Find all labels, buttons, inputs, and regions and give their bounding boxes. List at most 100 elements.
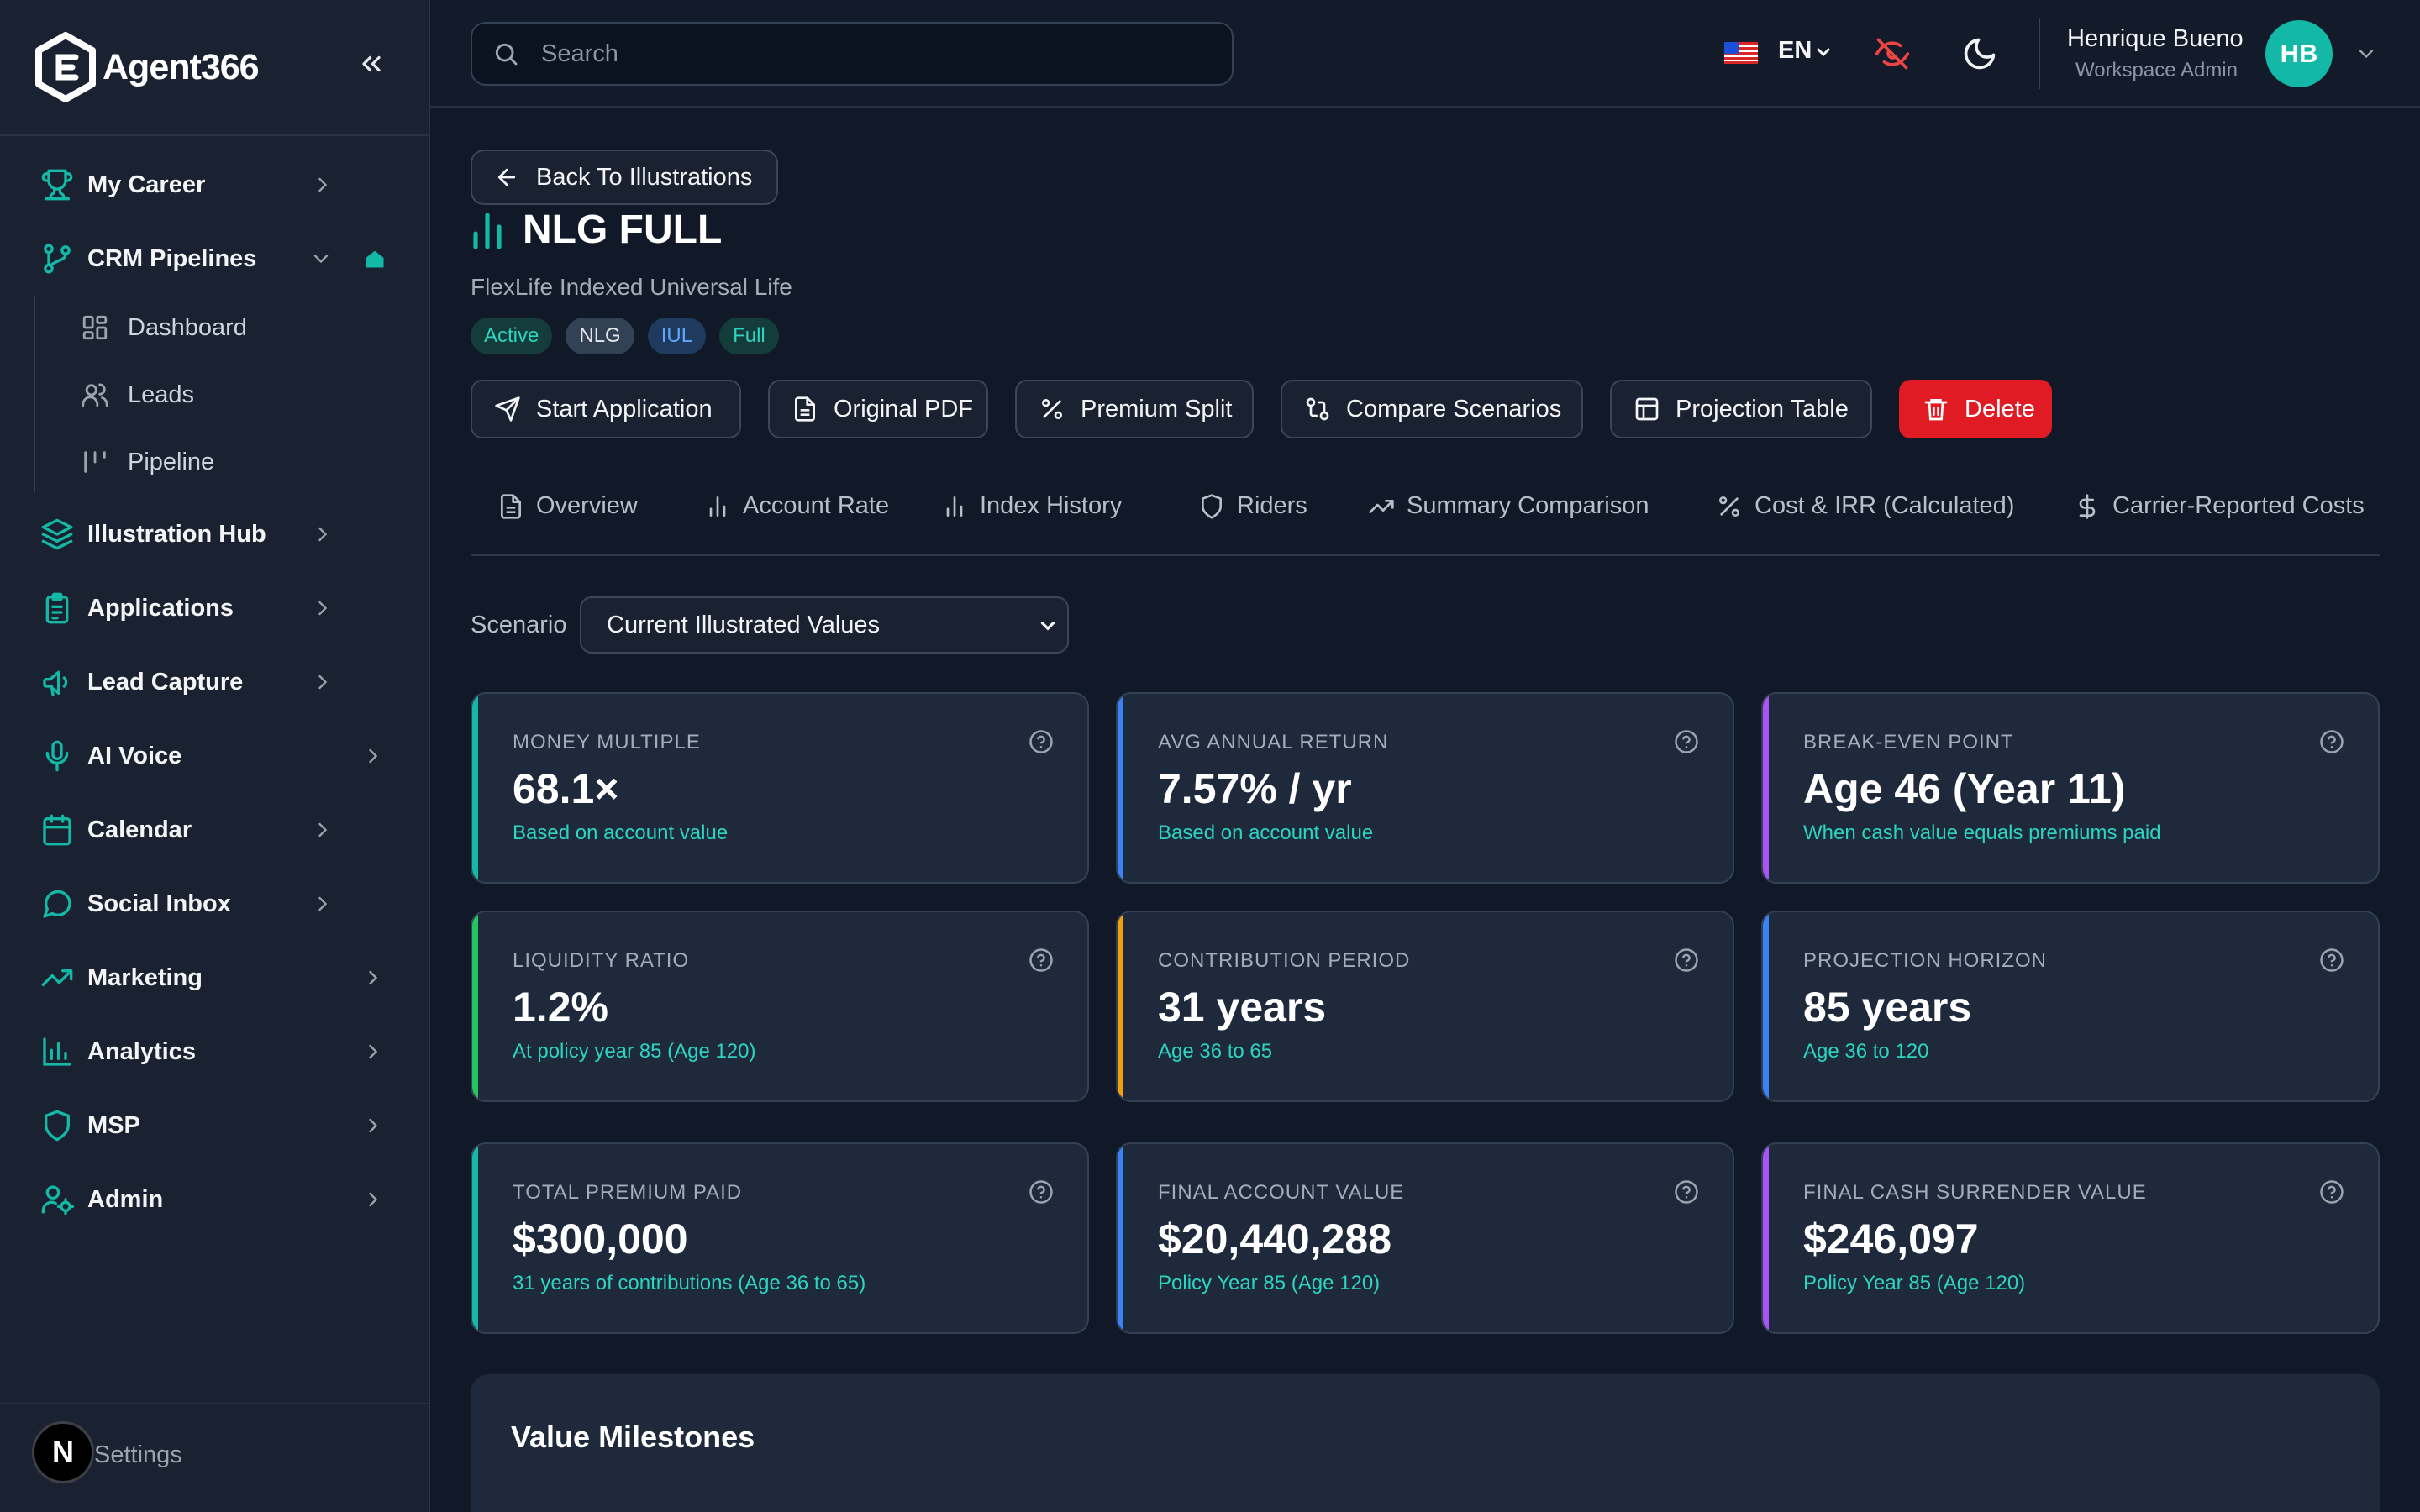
scenario-select[interactable]: Current Illustrated Values — [580, 596, 1069, 654]
logo[interactable]: Agent366 — [34, 32, 260, 102]
trending-up-icon — [1369, 499, 1394, 513]
action-label: Start Application — [536, 395, 713, 423]
sidebar-item-analytics[interactable]: Analytics — [0, 1021, 429, 1082]
layers-icon — [41, 518, 73, 550]
sidebar-item-label: Marketing — [87, 963, 203, 991]
tab-overview[interactable]: Overview — [497, 492, 638, 520]
delete-button[interactable]: Delete — [1899, 380, 2052, 438]
projection-table-button[interactable]: Projection Table — [1610, 380, 1872, 438]
sidebar-subitem-label: Dashboard — [128, 313, 247, 341]
tab-bar: Overview Account Rate Index History Ride… — [471, 477, 2380, 556]
chevron-right-icon — [318, 601, 328, 616]
page-title-row: NLG FULL — [471, 207, 722, 253]
tag-list: Active NLG IUL Full — [471, 318, 779, 354]
search-input[interactable] — [541, 39, 1213, 68]
sidebar-subitem-leads[interactable]: Leads — [81, 368, 194, 422]
metric-subtext: Policy Year 85 (Age 120) — [1803, 1272, 2026, 1294]
back-to-illustrations-button[interactable]: Back To Illustrations — [471, 150, 778, 205]
action-label: Premium Split — [1081, 395, 1233, 423]
metric-subtext: When cash value equals premiums paid — [1803, 822, 2161, 844]
help-circle-icon[interactable] — [1028, 729, 1054, 754]
pipeline-icon — [84, 451, 106, 473]
sidebar-item-label: Lead Capture — [87, 668, 244, 696]
collapse-sidebar-icon[interactable] — [356, 49, 387, 79]
search-icon — [495, 43, 518, 66]
premium-split-button[interactable]: Premium Split — [1015, 380, 1254, 438]
help-circle-icon[interactable] — [1674, 729, 1699, 754]
users-icon — [82, 383, 108, 407]
chevron-down-icon[interactable] — [1813, 42, 1833, 62]
help-circle-icon[interactable] — [2319, 729, 2344, 754]
tab-riders[interactable]: Riders — [1198, 492, 1307, 520]
language-selector[interactable]: EN — [1778, 37, 1812, 64]
tag-badge: Full — [719, 318, 779, 354]
tab-summary-comparison[interactable]: Summary Comparison — [1368, 492, 1649, 520]
metric-label: AVG ANNUAL RETURN — [1158, 731, 1389, 753]
help-circle-icon[interactable] — [1028, 948, 1054, 973]
sidebar-item-ai-voice[interactable]: AI Voice — [0, 726, 429, 786]
action-label: Original PDF — [834, 395, 973, 423]
tab-index-history[interactable]: Index History — [941, 492, 1122, 520]
chevron-right-icon — [369, 1192, 378, 1207]
metric-label: LIQUIDITY RATIO — [513, 949, 690, 972]
sidebar-subitem-dashboard[interactable]: Dashboard — [81, 301, 247, 354]
moon-icon[interactable] — [1961, 35, 1998, 72]
metric-value: 7.57% / yr — [1158, 765, 1352, 812]
metric-card-contribution-period: CONTRIBUTION PERIOD 31 years Age 36 to 6… — [1116, 911, 1734, 1102]
chevron-down-icon[interactable] — [2354, 42, 2378, 66]
sidebar-item-calendar[interactable]: Calendar — [0, 800, 429, 860]
card-accent-bar — [1118, 1144, 1123, 1332]
sidebar-item-my-career[interactable]: My Career — [0, 155, 429, 215]
metric-label: FINAL ACCOUNT VALUE — [1158, 1181, 1405, 1204]
sidebar-footer: N Settings — [0, 1403, 429, 1512]
card-accent-bar — [472, 912, 478, 1100]
tab-carrier-reported-costs[interactable]: Carrier-Reported Costs — [2074, 492, 2365, 520]
tab-cost-irr[interactable]: Cost & IRR (Calculated) — [1716, 492, 2014, 520]
metric-card-total-premium-paid: TOTAL PREMIUM PAID $300,000 31 years of … — [471, 1142, 1089, 1334]
top-bar: EN Henrique Bueno Workspace Admin HB — [430, 0, 2420, 108]
help-circle-icon[interactable] — [1674, 1179, 1699, 1205]
sidebar-item-crm-pipelines[interactable]: CRM Pipelines — [0, 228, 429, 289]
sidebar-item-msp[interactable]: MSP — [0, 1095, 429, 1156]
search-box[interactable] — [471, 22, 1234, 86]
metric-value: $300,000 — [513, 1215, 688, 1263]
sidebar-item-label: Social Inbox — [87, 890, 231, 917]
eye-off-icon[interactable] — [1874, 35, 1911, 72]
metric-label: TOTAL PREMIUM PAID — [513, 1181, 743, 1204]
settings-link[interactable]: Settings — [94, 1441, 182, 1468]
tag-badge: IUL — [647, 318, 707, 354]
scenario-label: Scenario — [471, 612, 567, 638]
tab-label: Cost & IRR (Calculated) — [1754, 492, 2015, 519]
sidebar-subitem-label: Pipeline — [128, 448, 215, 475]
metric-value: $20,440,288 — [1158, 1215, 1392, 1263]
sidebar-item-lead-capture[interactable]: Lead Capture — [0, 652, 429, 712]
metric-subtext: 31 years of contributions (Age 36 to 65) — [513, 1272, 866, 1294]
us-flag-icon[interactable] — [1724, 42, 1758, 64]
tab-account-rate[interactable]: Account Rate — [704, 492, 889, 520]
sidebar-item-admin[interactable]: Admin — [0, 1169, 429, 1230]
home-icon — [366, 250, 384, 268]
metric-value: 1.2% — [513, 984, 608, 1031]
sidebar-subitem-pipeline[interactable]: Pipeline — [81, 435, 214, 489]
avatar[interactable]: HB — [2265, 20, 2333, 87]
shield-icon — [1202, 493, 1222, 519]
card-accent-bar — [1118, 912, 1123, 1100]
chevron-right-icon — [318, 675, 328, 690]
metric-subtext: Policy Year 85 (Age 120) — [1158, 1272, 1381, 1294]
help-circle-icon[interactable] — [1674, 948, 1699, 973]
sidebar-item-marketing[interactable]: Marketing — [0, 948, 429, 1008]
action-label: Delete — [1965, 395, 2035, 423]
help-circle-icon[interactable] — [2319, 948, 2344, 973]
metric-subtext: Age 36 to 65 — [1158, 1040, 1273, 1063]
user-name[interactable]: Henrique Bueno — [2067, 25, 2244, 52]
compare-scenarios-button[interactable]: Compare Scenarios — [1281, 380, 1583, 438]
sidebar-item-social-inbox[interactable]: Social Inbox — [0, 874, 429, 934]
microphone-icon — [45, 740, 69, 772]
original-pdf-button[interactable]: Original PDF — [768, 380, 988, 438]
sidebar-item-applications[interactable]: Applications — [0, 578, 429, 638]
help-circle-icon[interactable] — [2319, 1179, 2344, 1205]
sidebar-item-illustration-hub[interactable]: Illustration Hub — [0, 504, 429, 564]
start-application-button[interactable]: Start Application — [471, 380, 741, 438]
n-badge[interactable]: N — [32, 1421, 94, 1483]
help-circle-icon[interactable] — [1028, 1179, 1054, 1205]
